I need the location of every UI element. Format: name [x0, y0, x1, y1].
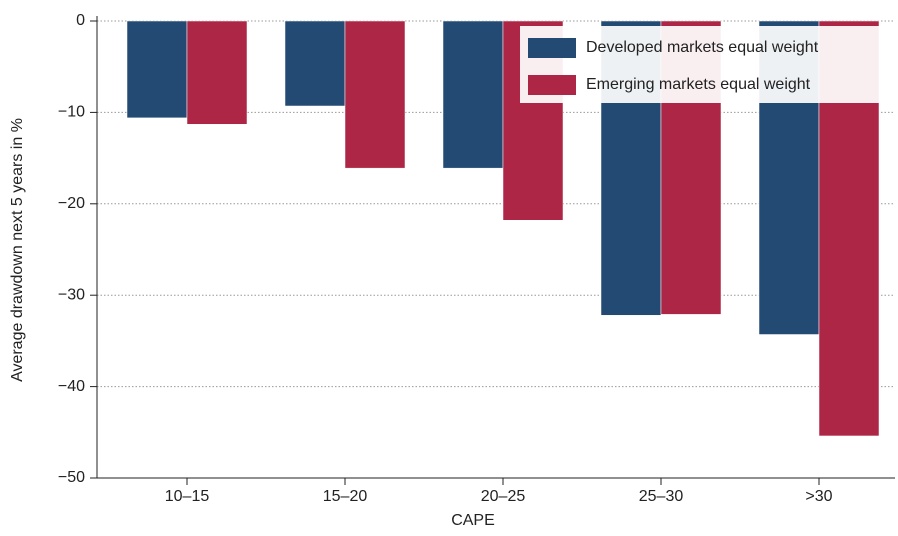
legend-swatch	[528, 38, 576, 58]
y-tick-label: −10	[58, 104, 85, 121]
x-tick-label: 10–15	[165, 488, 210, 505]
bar	[344, 20, 406, 169]
x-axis-title: CAPE	[451, 512, 495, 529]
x-tick-label: >30	[805, 488, 832, 505]
y-tick-label: −30	[58, 286, 85, 303]
legend-label: Developed markets equal weight	[586, 39, 819, 56]
legend-swatch	[528, 75, 576, 95]
y-tick-label: 0	[76, 12, 85, 29]
x-tick-label: 20–25	[481, 488, 526, 505]
y-tick-label: −20	[58, 195, 85, 212]
legend-box	[520, 26, 895, 103]
bar	[186, 20, 248, 125]
x-tick-label: 15–20	[323, 488, 368, 505]
y-tick-label: −40	[58, 378, 85, 395]
bar	[284, 20, 346, 107]
bar	[442, 20, 504, 169]
legend-label: Emerging markets equal weight	[586, 76, 811, 93]
y-axis-title: Average drawdown next 5 years in %	[9, 118, 26, 382]
x-tick-label: 25–30	[639, 488, 684, 505]
bar	[126, 20, 188, 119]
y-tick-label: −50	[58, 469, 85, 486]
